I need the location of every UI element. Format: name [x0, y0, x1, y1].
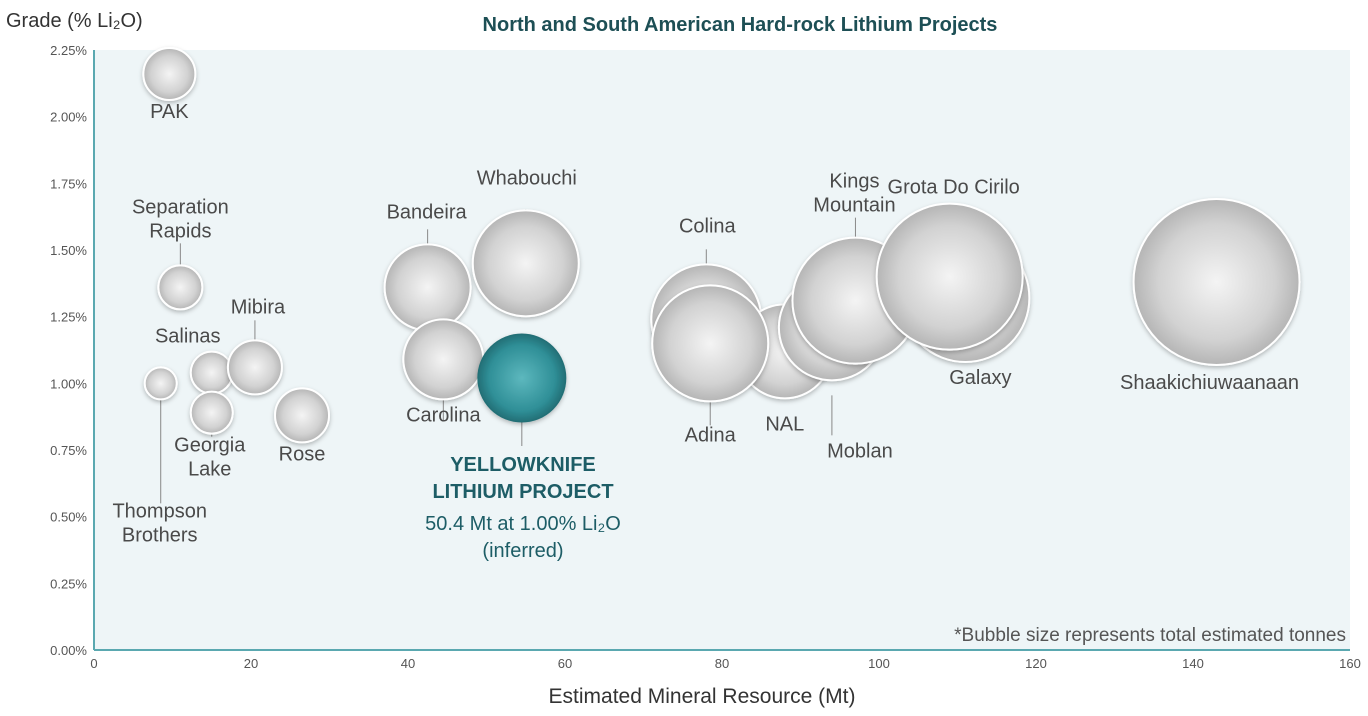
bubble-label-colina: Colina: [679, 215, 737, 237]
bubble-rose: [274, 387, 331, 444]
y-tick-label: 1.75%: [50, 176, 87, 191]
bubble-label-separation-rapids: Rapids: [149, 220, 211, 242]
bubble-carolina: [402, 318, 485, 401]
bubble-label-thompson-brothers: Brothers: [122, 524, 198, 546]
bubble-label-separation-rapids: Separation: [132, 196, 229, 218]
highlight-callout: YELLOWKNIFE LITHIUM PROJECT 50.4 Mt at 1…: [425, 454, 621, 562]
chart-title: North and South American Hard-rock Lithi…: [483, 14, 998, 36]
bubble-label-thompson-brothers: Thompson: [112, 500, 207, 522]
highlight-name-line-1: YELLOWKNIFE: [450, 454, 596, 476]
y-tick-label: 2.25%: [50, 43, 87, 58]
x-tick-label: 40: [401, 656, 415, 671]
x-tick-label: 120: [1025, 656, 1047, 671]
bubble-whabouchi: [471, 209, 580, 318]
y-tick-label: 2.00%: [50, 110, 87, 125]
bubble-size-footnote: *Bubble size represents total estimated …: [954, 625, 1346, 646]
bubble-label-rose: Rose: [279, 443, 326, 465]
bubble-label-whabouchi: Whabouchi: [477, 167, 577, 189]
x-tick-label: 100: [868, 656, 890, 671]
y-tick-label: 1.50%: [50, 243, 87, 258]
bubble-label-shaakichiuwaanaan: Shaakichiuwaanaan: [1120, 372, 1299, 394]
bubble-bandeira: [383, 243, 472, 332]
x-tick-label: 20: [244, 656, 258, 671]
highlight-name-line-2: LITHIUM PROJECT: [432, 481, 613, 503]
bubble-label-grota-do-cirilo: Grota Do Cirilo: [888, 177, 1020, 199]
y-tick-label: 1.25%: [50, 310, 87, 325]
bubble-thompson-brothers: [143, 366, 178, 401]
y-tick-label: 1.00%: [50, 376, 87, 391]
bubble-label-mibira: Mibira: [231, 296, 286, 318]
y-tick-label: 0.00%: [50, 643, 87, 658]
bubble-label-kings-mountain: Mountain: [813, 195, 895, 217]
y-tick-label: 0.75%: [50, 443, 87, 458]
x-tick-label: 160: [1339, 656, 1361, 671]
x-tick-label: 140: [1182, 656, 1204, 671]
bubble-mibira: [226, 339, 283, 396]
bubble-label-salinas: Salinas: [155, 326, 221, 348]
bubble-separation-rapids: [157, 264, 204, 311]
bubble-label-georgia-lake: Lake: [188, 459, 231, 481]
highlight-resource-line: 50.4 Mt at 1.00% Li₂O: [425, 513, 621, 535]
bubble-label-moblan: Moblan: [827, 440, 893, 462]
bubble-label-georgia-lake: Georgia: [174, 435, 246, 457]
y-tick-label: 0.25%: [50, 576, 87, 591]
y-axis-title: Grade (% Li₂O): [6, 10, 143, 32]
x-tick-label: 0: [90, 656, 97, 671]
bubble-salinas: [189, 350, 234, 395]
bubble-label-adina: Adina: [685, 424, 737, 446]
y-tick-label: 0.50%: [50, 510, 87, 525]
bubble-adina: [651, 284, 770, 403]
bubble-yellowknife-lithium-project: [477, 333, 567, 423]
bubble-pak: [142, 47, 197, 101]
bubble-label-carolina: Carolina: [406, 404, 481, 426]
x-tick-label: 80: [715, 656, 729, 671]
bubble-label-galaxy: Galaxy: [949, 367, 1011, 389]
bubble-label-nal: NAL: [765, 413, 804, 435]
bubble-label-bandeira: Bandeira: [387, 201, 468, 223]
x-tick-label: 60: [558, 656, 572, 671]
highlight-status-line: (inferred): [482, 540, 563, 562]
x-axis-title: Estimated Mineral Resource (Mt): [549, 685, 856, 708]
bubble-label-pak: PAK: [150, 101, 189, 123]
bubble-shaakichiuwaanaan: [1132, 198, 1301, 366]
bubble-georgia-lake: [189, 390, 234, 435]
bubble-grota-do-cirilo: [875, 202, 1024, 351]
bubble-label-kings-mountain: Kings: [829, 171, 879, 193]
